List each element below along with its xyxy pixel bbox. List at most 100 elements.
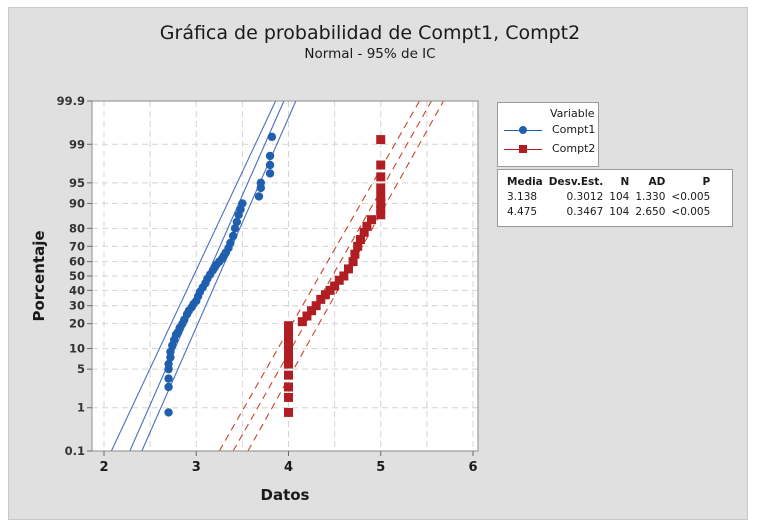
y-axis-label: Porcentaje — [30, 230, 48, 321]
cell-desv-est: 0.3467 — [566, 205, 604, 218]
x-tick-label: 2 — [99, 460, 108, 475]
square-marker-icon — [519, 145, 527, 153]
y-tick-label: 10 — [69, 342, 85, 356]
chart-subtitle: Normal - 95% de IC — [304, 46, 436, 62]
data-point — [339, 271, 349, 281]
data-point — [311, 301, 321, 311]
data-point — [297, 317, 307, 327]
compt1-ci-lower — [110, 101, 277, 451]
header-p: P — [702, 175, 711, 188]
cell-desv-est: 0.3012 — [566, 190, 604, 203]
data-point — [355, 235, 365, 245]
cell-p: <0.005 — [671, 190, 711, 203]
data-point — [226, 238, 235, 248]
x-tick-label: 6 — [468, 460, 477, 475]
data-point — [376, 191, 386, 201]
data-point — [348, 257, 358, 267]
data-point — [284, 382, 293, 392]
y-tick-label: 20 — [69, 317, 85, 331]
header-media: Media — [507, 175, 543, 188]
cell-n: 104 — [609, 190, 630, 203]
y-tick-label: 1 — [77, 401, 85, 415]
data-point — [265, 169, 275, 178]
data-point — [376, 160, 386, 170]
data-point — [265, 151, 275, 161]
cell-ad: 1.330 — [635, 190, 666, 203]
data-point — [166, 347, 175, 357]
statistics-table: Media Desv.Est. N AD P 3.138 0.3012 104 … — [497, 169, 733, 227]
data-point — [376, 198, 386, 208]
data-point — [284, 370, 293, 380]
data-point — [350, 249, 360, 259]
data-point — [254, 192, 264, 201]
data-point — [228, 231, 238, 241]
legend-label: Compt1 — [552, 123, 596, 136]
legend-label: Compt2 — [552, 142, 596, 155]
cell-p: <0.005 — [671, 205, 711, 218]
cell-n: 104 — [609, 205, 630, 218]
data-point — [343, 264, 353, 274]
data-point — [284, 359, 293, 369]
confidence-lines — [110, 101, 444, 451]
cell-ad: 2.650 — [635, 205, 666, 218]
data-point — [164, 408, 173, 417]
data-point — [362, 221, 372, 231]
data-points — [164, 132, 386, 417]
data-point — [320, 290, 330, 300]
data-point — [284, 335, 293, 345]
header-desv-est: Desv.Est. — [548, 175, 604, 188]
x-tick-label: 4 — [284, 460, 293, 475]
data-point — [367, 215, 377, 225]
x-tick-label: 5 — [376, 460, 385, 475]
y-tick-label: 40 — [69, 283, 85, 297]
cell-media: 4.475 — [507, 205, 538, 218]
data-point — [256, 178, 266, 188]
data-point — [376, 172, 386, 182]
header-n: N — [620, 175, 630, 188]
data-point — [267, 132, 277, 142]
stats-header-row: Media Desv.Est. N AD P — [504, 174, 713, 189]
data-point — [330, 281, 340, 291]
y-tick-label: 50 — [69, 269, 85, 283]
cell-media: 3.138 — [507, 190, 538, 203]
data-point — [284, 407, 293, 417]
data-point — [307, 306, 317, 316]
y-tick-label: 99.9 — [57, 94, 85, 108]
data-point — [265, 160, 275, 170]
x-axis-label: Datos — [261, 486, 310, 504]
data-point — [284, 321, 293, 331]
data-point — [334, 275, 344, 285]
legend-item-compt2: Compt2 — [504, 141, 598, 157]
data-point — [325, 285, 335, 295]
data-point — [164, 374, 173, 383]
data-point — [284, 327, 293, 337]
y-tick-label: 99 — [69, 137, 85, 151]
data-point — [376, 183, 386, 193]
data-point — [164, 359, 173, 369]
gridlines — [92, 101, 478, 451]
data-point — [164, 382, 173, 392]
stats-row-compt2: 4.475 0.3467 104 2.650 <0.005 — [504, 204, 713, 219]
data-point — [376, 210, 386, 220]
data-point — [238, 199, 247, 208]
legend-title: Variable — [550, 107, 595, 120]
y-tick-label: 90 — [69, 196, 85, 210]
y-tick-label: 70 — [69, 239, 85, 253]
x-tick-label: 3 — [192, 460, 201, 475]
y-tick-label: 60 — [69, 255, 85, 269]
data-point — [359, 227, 369, 237]
stats-row-compt1: 3.138 0.3012 104 1.330 <0.005 — [504, 189, 713, 204]
circle-marker-icon — [519, 126, 527, 134]
legend: Variable Compt1 Compt2 — [497, 102, 599, 167]
data-point — [284, 344, 293, 354]
data-point — [376, 135, 386, 145]
legend-item-compt1: Compt1 — [504, 122, 598, 138]
y-tick-label: 5 — [77, 362, 85, 376]
data-point — [302, 311, 312, 321]
y-tick-label: 95 — [69, 176, 85, 190]
data-point — [284, 351, 293, 361]
header-ad: AD — [648, 175, 666, 188]
data-point — [284, 392, 293, 402]
chart-title: Gráfica de probabilidad de Compt1, Compt… — [159, 22, 581, 44]
